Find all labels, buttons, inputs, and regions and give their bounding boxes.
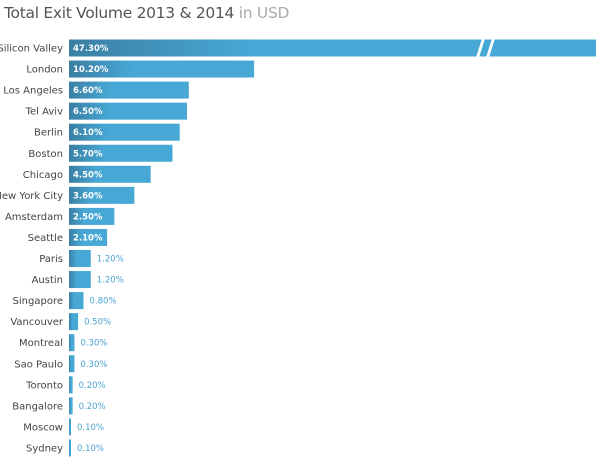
category-label: Seattle: [28, 233, 63, 244]
data-label: 0.80%: [90, 297, 117, 307]
data-label: 1.20%: [97, 255, 124, 265]
bar: [69, 207, 115, 225]
category-label: Vancouver: [10, 317, 64, 328]
bar: [69, 228, 108, 246]
data-label: 0.20%: [79, 402, 106, 412]
category-label: Singapore: [13, 296, 63, 307]
data-label: 0.50%: [84, 318, 111, 328]
category-label: Paris: [39, 254, 63, 265]
bar: [69, 60, 255, 78]
category-label: Amsterdam: [5, 212, 63, 223]
data-label: 2.50%: [73, 212, 103, 222]
bar: [69, 81, 189, 99]
bar: [69, 313, 79, 331]
data-label: 0.30%: [80, 360, 107, 370]
category-label: Berlin: [34, 128, 63, 139]
data-label: 0.10%: [77, 423, 104, 433]
data-label: 6.60%: [73, 86, 103, 96]
category-label: Montreal: [19, 338, 63, 349]
bar: [69, 397, 73, 415]
data-label: 4.50%: [73, 170, 103, 180]
bar: [69, 144, 173, 162]
bar: [69, 271, 91, 289]
category-label: Tel Aviv: [25, 107, 63, 118]
data-label: 0.10%: [77, 444, 104, 454]
axis-break-mark: [476, 38, 485, 58]
bar: [69, 39, 596, 57]
bar: [69, 376, 73, 394]
data-label: 47.30%: [73, 44, 109, 54]
bar: [69, 439, 71, 457]
title-subtitle: in USD: [238, 4, 290, 22]
category-label: Austin: [32, 275, 63, 286]
data-label: 10.20%: [73, 65, 109, 75]
data-label: 6.50%: [73, 107, 103, 117]
data-label: 5.70%: [73, 149, 103, 159]
data-label: 1.20%: [97, 276, 124, 286]
data-label: 3.60%: [73, 191, 103, 201]
bar: [69, 250, 91, 267]
category-label: New York City: [0, 191, 63, 202]
category-label: Moscow: [23, 422, 63, 433]
category-label: London: [26, 65, 63, 76]
axis-break-mark: [486, 38, 495, 58]
category-label: Sydney: [26, 443, 63, 454]
bar: [69, 334, 75, 352]
category-label: Chicago: [23, 170, 63, 181]
data-label: 6.10%: [73, 128, 103, 138]
category-label: Toronto: [25, 380, 63, 391]
bar: [69, 123, 180, 141]
category-label: Bangalore: [12, 401, 63, 412]
title-text: Total Exit Volume 2013 & 2014: [4, 4, 235, 22]
category-label: Los Angeles: [3, 86, 63, 97]
chart-title: Total Exit Volume 2013 & 2014 in USD: [4, 4, 289, 22]
bar: [69, 355, 75, 373]
category-label: Boston: [28, 149, 63, 160]
bar: [69, 102, 187, 120]
bar: [69, 292, 84, 310]
data-label: 0.20%: [79, 381, 106, 391]
bar: [69, 165, 151, 183]
data-label: 0.30%: [80, 339, 107, 349]
category-label: Silicon Valley: [0, 44, 63, 55]
data-label: 2.10%: [73, 233, 103, 243]
category-label: Sao Paulo: [14, 359, 63, 370]
bar: [69, 418, 71, 436]
bar: [69, 186, 135, 204]
